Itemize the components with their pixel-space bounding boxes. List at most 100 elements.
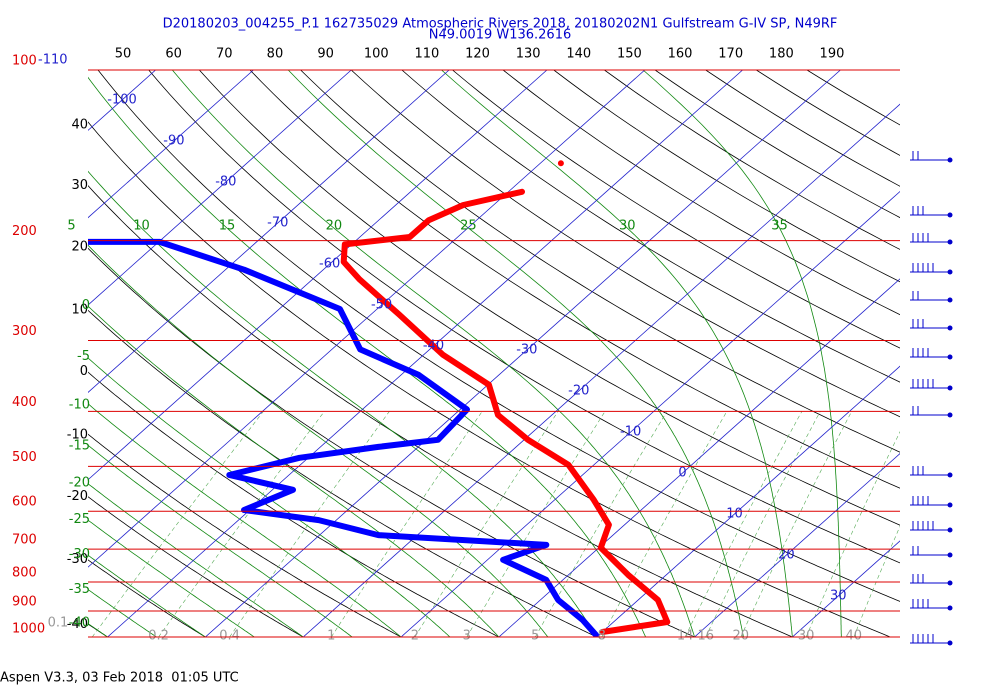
isotherm-label: -70 xyxy=(267,216,288,231)
isotherm xyxy=(107,70,743,637)
y-tick-label: 300 xyxy=(12,324,37,339)
isotherm-label: 30 xyxy=(830,589,847,604)
mixing-ratio-label: 16 xyxy=(697,629,714,644)
moist-adiabat xyxy=(441,70,793,637)
mixing-ratio-label: 0.4 xyxy=(219,629,240,644)
isotherm xyxy=(88,70,646,568)
theta-top-label: 100 xyxy=(364,47,389,62)
dry-adiabat xyxy=(502,70,900,316)
moist-adiabat xyxy=(88,444,353,637)
wind-barb-dot xyxy=(947,157,953,163)
isotherm-label: -30 xyxy=(516,343,537,358)
mixing-ratio-line xyxy=(91,411,264,637)
y-tick-label: 600 xyxy=(12,495,37,510)
theta-left-label: -10 xyxy=(67,427,88,442)
dry-adiabat xyxy=(88,371,500,637)
moist-adiabat xyxy=(88,305,500,637)
chart-subtitle: N49.0019 W136.2616 xyxy=(429,28,572,43)
moist-top-label: 15 xyxy=(219,219,236,234)
moist-adiabat xyxy=(171,70,695,637)
moist-left-label: 0 xyxy=(82,298,90,313)
mixing-ratio-label: 0.2 xyxy=(148,629,169,644)
isotherm-label: -20 xyxy=(568,384,589,399)
theta-top-label: 50 xyxy=(115,47,132,62)
isotherm xyxy=(596,365,900,637)
dry-adiabat xyxy=(88,623,108,637)
moist-left-label: -15 xyxy=(69,438,90,453)
wind-barb-dot xyxy=(947,212,953,218)
y-tick-label: 500 xyxy=(12,450,37,465)
theta-left-label: 30 xyxy=(71,178,88,193)
mixing-ratio-line xyxy=(805,431,900,637)
y-tick-label: 100 xyxy=(12,54,37,69)
plot-area xyxy=(88,70,900,637)
mixing-ratio-line xyxy=(229,411,390,637)
isotherm xyxy=(302,103,900,637)
isotherm xyxy=(792,540,900,637)
theta-top-label: 130 xyxy=(516,47,541,62)
theta-top-label: 110 xyxy=(414,47,439,62)
moist-adiabat xyxy=(88,357,451,637)
wind-barb-dot xyxy=(947,527,953,533)
moist-left-label: -20 xyxy=(69,475,90,490)
isotherm xyxy=(498,278,900,637)
moist-adiabat xyxy=(287,70,744,637)
mixing-ratio-line xyxy=(684,411,803,637)
theta-left-label: 0 xyxy=(80,364,88,379)
theta-left-label: -40 xyxy=(67,617,88,632)
isotherm-label: -40 xyxy=(423,339,444,354)
y-tick-label: 1000 xyxy=(12,622,45,637)
moist-adiabat xyxy=(88,403,402,637)
moist-left-label: -5 xyxy=(77,349,90,364)
dry-adiabat xyxy=(604,70,900,250)
y-tick-label: 800 xyxy=(12,566,37,581)
moist-top-label: 20 xyxy=(326,219,343,234)
moist-adiabat xyxy=(88,244,549,637)
profile-line xyxy=(340,160,671,635)
theta-left-label: 20 xyxy=(71,239,88,254)
theta-top-label: 140 xyxy=(566,47,591,62)
wind-barb-dot xyxy=(947,472,953,478)
isotherm-label: -60 xyxy=(319,257,340,272)
isotherm-label: 20 xyxy=(778,548,795,563)
wind-barb-dot xyxy=(947,385,953,391)
isotherm-label: -50 xyxy=(371,298,392,313)
dry-adiabat xyxy=(97,70,900,602)
dry-adiabat xyxy=(88,185,793,637)
dry-adiabat xyxy=(88,433,402,637)
mixing-ratio-label: 40 xyxy=(846,629,863,644)
isotherm-label: -10 xyxy=(620,425,641,440)
wind-barb-dot xyxy=(947,239,953,245)
wind-barb-dot xyxy=(947,269,953,275)
wind-barb-dot xyxy=(947,297,953,303)
dry-adiabat xyxy=(88,247,695,637)
mixing-ratio-label: 0.1 xyxy=(48,616,69,631)
moist-adiabat xyxy=(88,519,255,637)
dry-adiabat xyxy=(401,70,900,383)
theta-top-label: 60 xyxy=(165,47,182,62)
theta-top-label: 120 xyxy=(465,47,490,62)
mixing-ratio-label: 2 xyxy=(411,629,419,644)
isotherm xyxy=(88,70,254,219)
dry-adiabat xyxy=(88,559,206,637)
y-tick-label: 400 xyxy=(12,395,37,410)
dry-adiabat xyxy=(88,121,891,637)
chart-title: D20180203_004255_P.1 162735029 Atmospher… xyxy=(163,17,838,32)
isotherm xyxy=(88,70,352,306)
mixing-ratio-label: 5 xyxy=(531,629,539,644)
isotherm-label: -100 xyxy=(107,93,137,108)
dry-adiabat xyxy=(88,496,304,637)
mixing-ratio-label: 30 xyxy=(798,629,815,644)
theta-left-label: 40 xyxy=(71,117,88,132)
theta-top-label: 180 xyxy=(769,47,794,62)
mixing-ratio-label: 3 xyxy=(463,629,471,644)
y-tick-label: 700 xyxy=(12,533,37,548)
wind-barb-dot xyxy=(947,580,953,586)
wind-barb-dot xyxy=(947,412,953,418)
mixing-ratio-label: 8 xyxy=(598,629,606,644)
moist-top-label: 30 xyxy=(619,219,636,234)
dry-adiabat xyxy=(654,70,900,219)
theta-left-label: 10 xyxy=(71,302,88,317)
isotherm-label: 10 xyxy=(726,507,743,522)
